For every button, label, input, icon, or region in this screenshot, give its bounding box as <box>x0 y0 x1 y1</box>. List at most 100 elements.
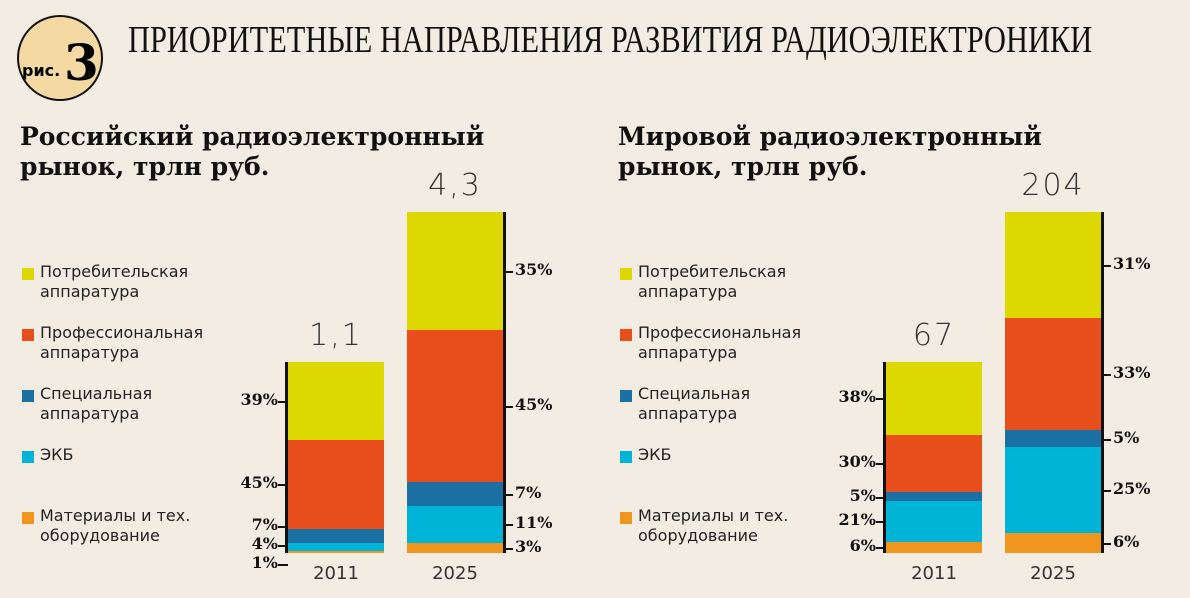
bar-segment <box>886 491 982 502</box>
label-tick <box>503 271 513 274</box>
legend-swatch <box>22 451 34 463</box>
value-label: 33% <box>1113 362 1151 382</box>
bar-segment <box>288 551 384 553</box>
x-tick-label: 2025 <box>1030 563 1076 584</box>
legend-label: ЭКБ <box>40 445 74 464</box>
value-label: 21% <box>838 510 876 530</box>
legend-swatch <box>620 390 632 402</box>
legend-swatch <box>620 451 632 463</box>
bar-outline <box>503 212 506 553</box>
label-tick <box>1101 438 1111 441</box>
bar-segment <box>886 541 982 553</box>
value-label: 3% <box>515 536 542 556</box>
value-label: 7% <box>251 515 278 535</box>
legend-swatch <box>22 512 34 524</box>
value-label: 6% <box>849 536 876 556</box>
bar-segment <box>288 439 384 530</box>
label-tick <box>876 521 886 524</box>
badge-prefix: рис. <box>22 61 60 80</box>
legend-swatch <box>22 329 34 341</box>
legend-label: Профессиональная аппаратура <box>638 323 802 362</box>
chart-title: Мировой радиоэлектронный рынок, трлн руб… <box>618 122 1042 181</box>
chart-title: Российский радиоэлектронный рынок, трлн … <box>20 122 485 181</box>
bar-segment <box>407 505 503 543</box>
label-tick <box>278 484 288 487</box>
value-label: 38% <box>838 387 876 407</box>
bar-segment <box>1005 447 1101 533</box>
bar-segment <box>886 434 982 492</box>
x-tick-label: 2011 <box>313 563 359 584</box>
badge: рис. 3 <box>17 15 103 101</box>
label-tick <box>503 493 513 496</box>
x-tick-label: 2011 <box>911 563 957 584</box>
bar-segment <box>288 529 384 544</box>
value-label: 5% <box>849 485 876 505</box>
page-title: ПРИОРИТЕТНЫЕ НАПРАВЛЕНИЯ РАЗВИТИЯ РАДИОЭ… <box>128 19 1093 61</box>
legend-label: Материалы и тех. оборудование <box>638 506 789 545</box>
badge-circle <box>17 15 103 101</box>
label-tick <box>278 564 288 567</box>
badge-number: 3 <box>64 33 99 92</box>
x-tick-label: 2025 <box>432 563 478 584</box>
legend-label: Специальная аппаратура <box>40 384 153 423</box>
label-tick <box>876 463 886 466</box>
bar-segment <box>407 542 503 553</box>
value-label: 39% <box>240 389 278 409</box>
legend-label: ЭКБ <box>638 445 672 464</box>
value-label: 5% <box>1113 427 1140 447</box>
value-label: 45% <box>515 395 553 415</box>
label-tick <box>1101 264 1111 267</box>
bar-segment <box>1005 532 1101 553</box>
value-label: 31% <box>1113 253 1151 273</box>
value-label: 7% <box>515 482 542 502</box>
label-tick <box>1101 373 1111 376</box>
legend-swatch <box>22 390 34 402</box>
label-tick <box>503 547 513 550</box>
legend-swatch <box>620 512 632 524</box>
bar-segment <box>407 212 503 331</box>
value-label: 4% <box>251 534 278 554</box>
legend-swatch <box>22 268 34 280</box>
label-tick <box>1101 489 1111 492</box>
legend-label: Специальная аппаратура <box>638 384 751 423</box>
bar-outline <box>1101 212 1104 553</box>
value-label: 25% <box>1113 478 1151 498</box>
bar-segment <box>407 482 503 506</box>
bar-segment <box>407 330 503 483</box>
bar-segment <box>886 501 982 542</box>
bar-segment <box>288 362 384 440</box>
value-label: 1% <box>251 553 278 573</box>
legend-swatch <box>620 329 632 341</box>
label-tick <box>503 406 513 409</box>
legend-label: Материалы и тех. оборудование <box>40 506 191 545</box>
bar-outline <box>285 362 288 553</box>
value-label: 6% <box>1113 531 1140 551</box>
bar-segment <box>886 362 982 435</box>
total-label: 204 <box>1021 168 1085 203</box>
total-label: 67 <box>912 318 956 353</box>
label-tick <box>876 547 886 550</box>
total-label: 4,3 <box>428 168 482 203</box>
legend-label: Потребительская аппаратура <box>40 262 189 301</box>
total-label: 1,1 <box>309 318 363 353</box>
bar-segment <box>288 543 384 551</box>
value-label: 35% <box>515 260 553 280</box>
value-label: 30% <box>838 452 876 472</box>
value-label: 45% <box>240 473 278 493</box>
bar-outline <box>883 362 886 553</box>
bar-segment <box>1005 317 1101 431</box>
label-tick <box>876 496 886 499</box>
value-label: 11% <box>515 513 553 533</box>
label-tick <box>278 545 288 548</box>
bar-segment <box>1005 212 1101 318</box>
label-tick <box>1101 542 1111 545</box>
label-tick <box>876 398 886 401</box>
label-tick <box>503 524 513 527</box>
label-tick <box>278 526 288 529</box>
legend-label: Потребительская аппаратура <box>638 262 787 301</box>
legend-label: Профессиональная аппаратура <box>40 323 204 362</box>
legend-swatch <box>620 268 632 280</box>
label-tick <box>278 400 288 403</box>
bar-segment <box>1005 430 1101 448</box>
